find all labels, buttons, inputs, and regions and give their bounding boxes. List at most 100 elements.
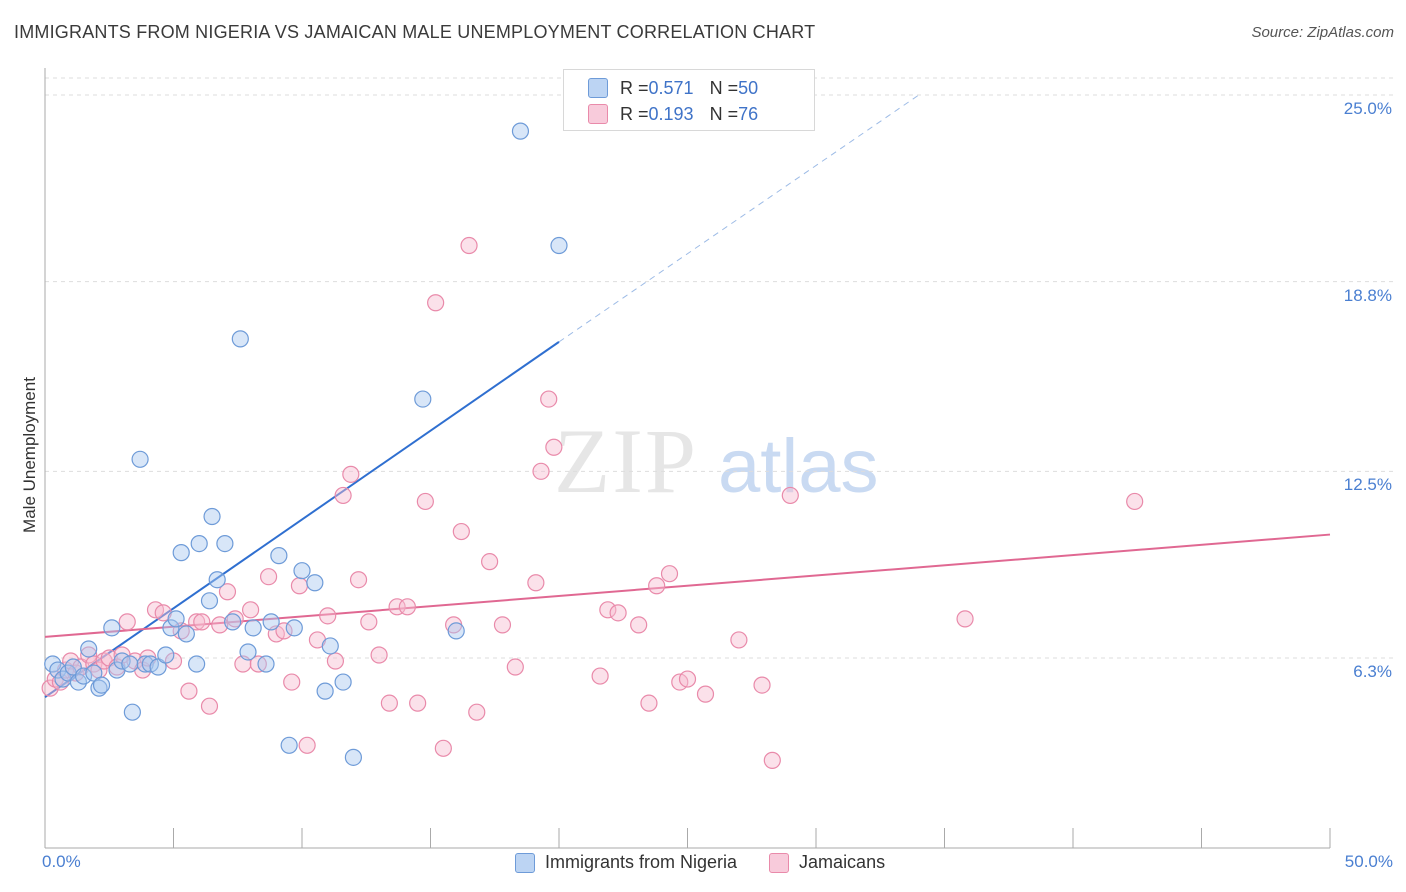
point-jamaicans [319,607,337,625]
point-jamaicans [41,679,59,697]
point-jamaicans [80,646,98,664]
point-nigeria [208,571,226,589]
point-nigeria [231,330,249,348]
legend-swatch-blue [588,78,608,98]
trend-line-jamaicans [44,533,1331,638]
point-jamaicans [409,694,427,712]
point-nigeria [92,676,111,694]
point-nigeria [200,592,219,610]
point-jamaicans [481,553,499,571]
point-jamaicans [298,736,316,754]
point-jamaicans [545,438,563,456]
point-nigeria [414,390,432,408]
point-jamaicans [259,568,278,586]
point-jamaicans [460,236,478,255]
point-nigeria [285,619,303,637]
point-nigeria [511,122,530,140]
point-nigeria [188,655,206,673]
point-jamaicans [956,610,974,628]
point-jamaicans [730,631,748,649]
point-jamaicans [427,294,445,312]
point-nigeria [74,667,93,685]
r-value: 0.571 [648,77,694,98]
point-jamaicans [193,613,211,631]
point-jamaicans [763,751,781,769]
point-nigeria [447,622,465,640]
point-jamaicans [342,465,360,483]
point-nigeria [216,534,234,553]
point-jamaicans [242,601,260,619]
point-nigeria [203,507,221,526]
stats-legend: R = 0.571 N = 50 R = 0.193 N = 76 [563,69,815,131]
point-nigeria [103,619,121,637]
x-tick-label-min: 0.0% [42,852,81,871]
point-jamaicans [334,486,352,505]
y-tick-label: 25.0% [1343,99,1392,118]
point-jamaicans [753,676,771,694]
point-nigeria [321,637,339,655]
legend-swatch-blue [515,852,535,873]
point-nigeria [157,646,175,664]
point-jamaicans [527,574,545,592]
legend-swatch-pink [588,104,608,124]
point-nigeria [306,574,324,592]
data-points [41,122,1144,769]
point-nigeria [316,682,334,700]
point-nigeria [550,236,568,255]
point-jamaicans [416,492,434,511]
point-jamaicans [380,694,398,712]
r-label: R = [620,77,649,98]
grid-lines [45,77,1394,659]
point-jamaicans [349,571,368,589]
y-tick-label: 6.3% [1353,662,1392,681]
r-label: R = [620,103,649,124]
n-label: N = [709,103,739,124]
n-label: N = [709,77,739,98]
point-nigeria [172,544,190,562]
point-nigeria [344,748,362,766]
point-nigeria [257,655,275,673]
y-tick-label: 18.8% [1343,285,1392,305]
point-jamaicans [452,522,470,541]
legend-label-jamaicans: Jamaicans [799,852,886,872]
legend-swatch-pink [769,852,790,873]
point-nigeria [85,664,103,682]
stats-legend-row-nigeria: R = 0.571 N = 50 [588,76,758,100]
point-jamaicans [599,601,617,619]
point-nigeria [190,534,208,553]
series-legend: Immigrants from Nigeria Jamaicans [515,852,917,873]
point-jamaicans [493,616,512,634]
point-nigeria [162,619,180,637]
point-nigeria [149,658,167,676]
point-nigeria [177,625,195,643]
point-jamaicans [275,622,293,640]
legend-label-nigeria: Immigrants from Nigeria [545,852,738,872]
source-text: Source: ZipAtlas.com [1251,24,1394,41]
stats-legend-row-jamaicans: R = 0.193 N = 76 [588,102,758,126]
point-nigeria [80,640,98,658]
point-jamaicans [200,697,219,715]
point-jamaicans [118,613,136,631]
point-jamaicans [180,682,198,700]
trend-lines [44,94,1331,698]
point-nigeria [123,703,141,721]
point-nigeria [334,673,352,691]
point-nigeria [136,655,154,673]
point-jamaicans [532,462,550,480]
point-jamaicans [218,583,237,601]
y-tick-label: 12.5% [1343,475,1392,495]
r-value: 0.193 [648,103,694,124]
watermark-zip: ZIP [554,410,698,512]
point-jamaicans [630,616,648,634]
point-jamaicans [648,577,666,595]
point-nigeria [270,547,288,565]
point-jamaicans [398,598,416,616]
point-jamaicans [434,739,452,757]
point-jamaicans [226,610,244,628]
point-nigeria [121,655,139,673]
point-jamaicans [326,652,345,670]
point-nigeria [131,450,149,468]
point-jamaicans [591,667,609,685]
point-jamaicans [609,604,627,622]
